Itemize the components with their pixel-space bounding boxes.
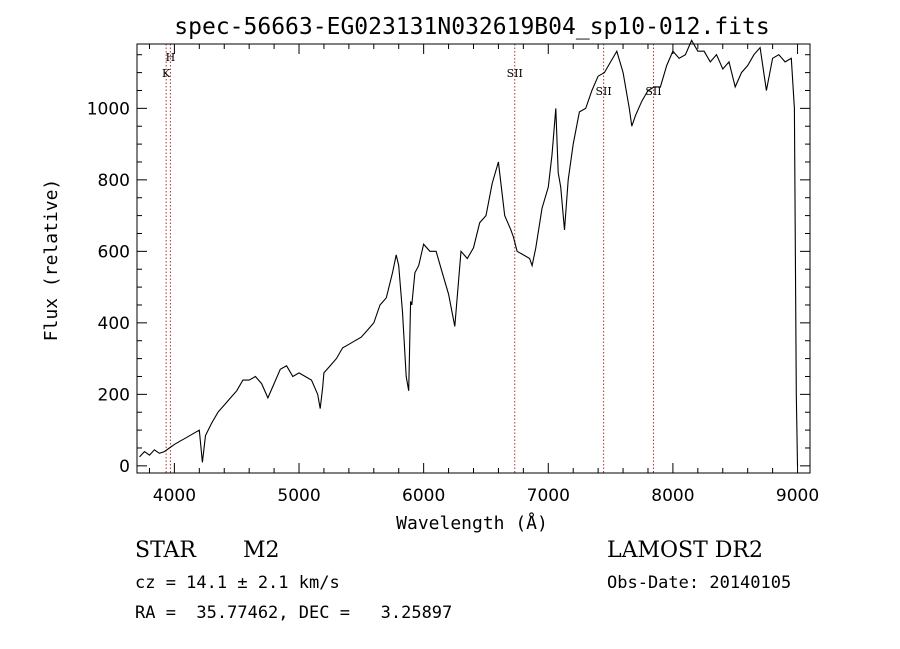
marker-label: SII	[595, 85, 611, 98]
x-tick-label: 4000	[153, 486, 196, 506]
x-tick-label: 5000	[277, 486, 320, 506]
y-tick-label: 600	[98, 242, 130, 262]
x-axis-label: Wavelength (Å)	[396, 512, 548, 534]
x-axis: 4000 5000 6000 7000 8000 9000	[148, 44, 819, 506]
redshift-value: cz = 14.1 ± 2.1 km/s	[135, 573, 340, 593]
object-subclass: M2	[243, 538, 280, 563]
marker-label: H	[166, 51, 176, 64]
x-tick-label: 8000	[651, 486, 694, 506]
chart-title: spec-56663-EG023131N032619B04_sp10-012.f…	[174, 14, 769, 40]
plot-frame	[136, 43, 811, 474]
y-tick-label: 1000	[87, 99, 130, 119]
marker-label: K	[162, 67, 171, 80]
spectrum-line	[139, 39, 799, 466]
y-tick-label: 0	[119, 457, 130, 477]
y-tick-label: 400	[98, 314, 130, 334]
line-markers: KH SII SII SII	[162, 44, 662, 473]
y-axis: 0 200 400 600 800 1000	[87, 54, 810, 477]
y-tick-label: 200	[98, 385, 130, 405]
marker-label: SII	[645, 85, 661, 98]
y-axis-label: Flux (relative)	[41, 179, 62, 342]
object-class: STAR	[135, 538, 196, 563]
coordinates: RA = 35.77462, DEC = 3.25897	[135, 603, 453, 623]
marker-label: SII	[507, 67, 523, 80]
survey-name: LAMOST DR2	[607, 538, 763, 563]
x-tick-label: 9000	[776, 486, 819, 506]
x-tick-label: 6000	[402, 486, 445, 506]
observation-date: Obs-Date: 20140105	[607, 573, 792, 593]
x-tick-label: 7000	[527, 486, 570, 506]
y-tick-label: 800	[98, 171, 130, 191]
